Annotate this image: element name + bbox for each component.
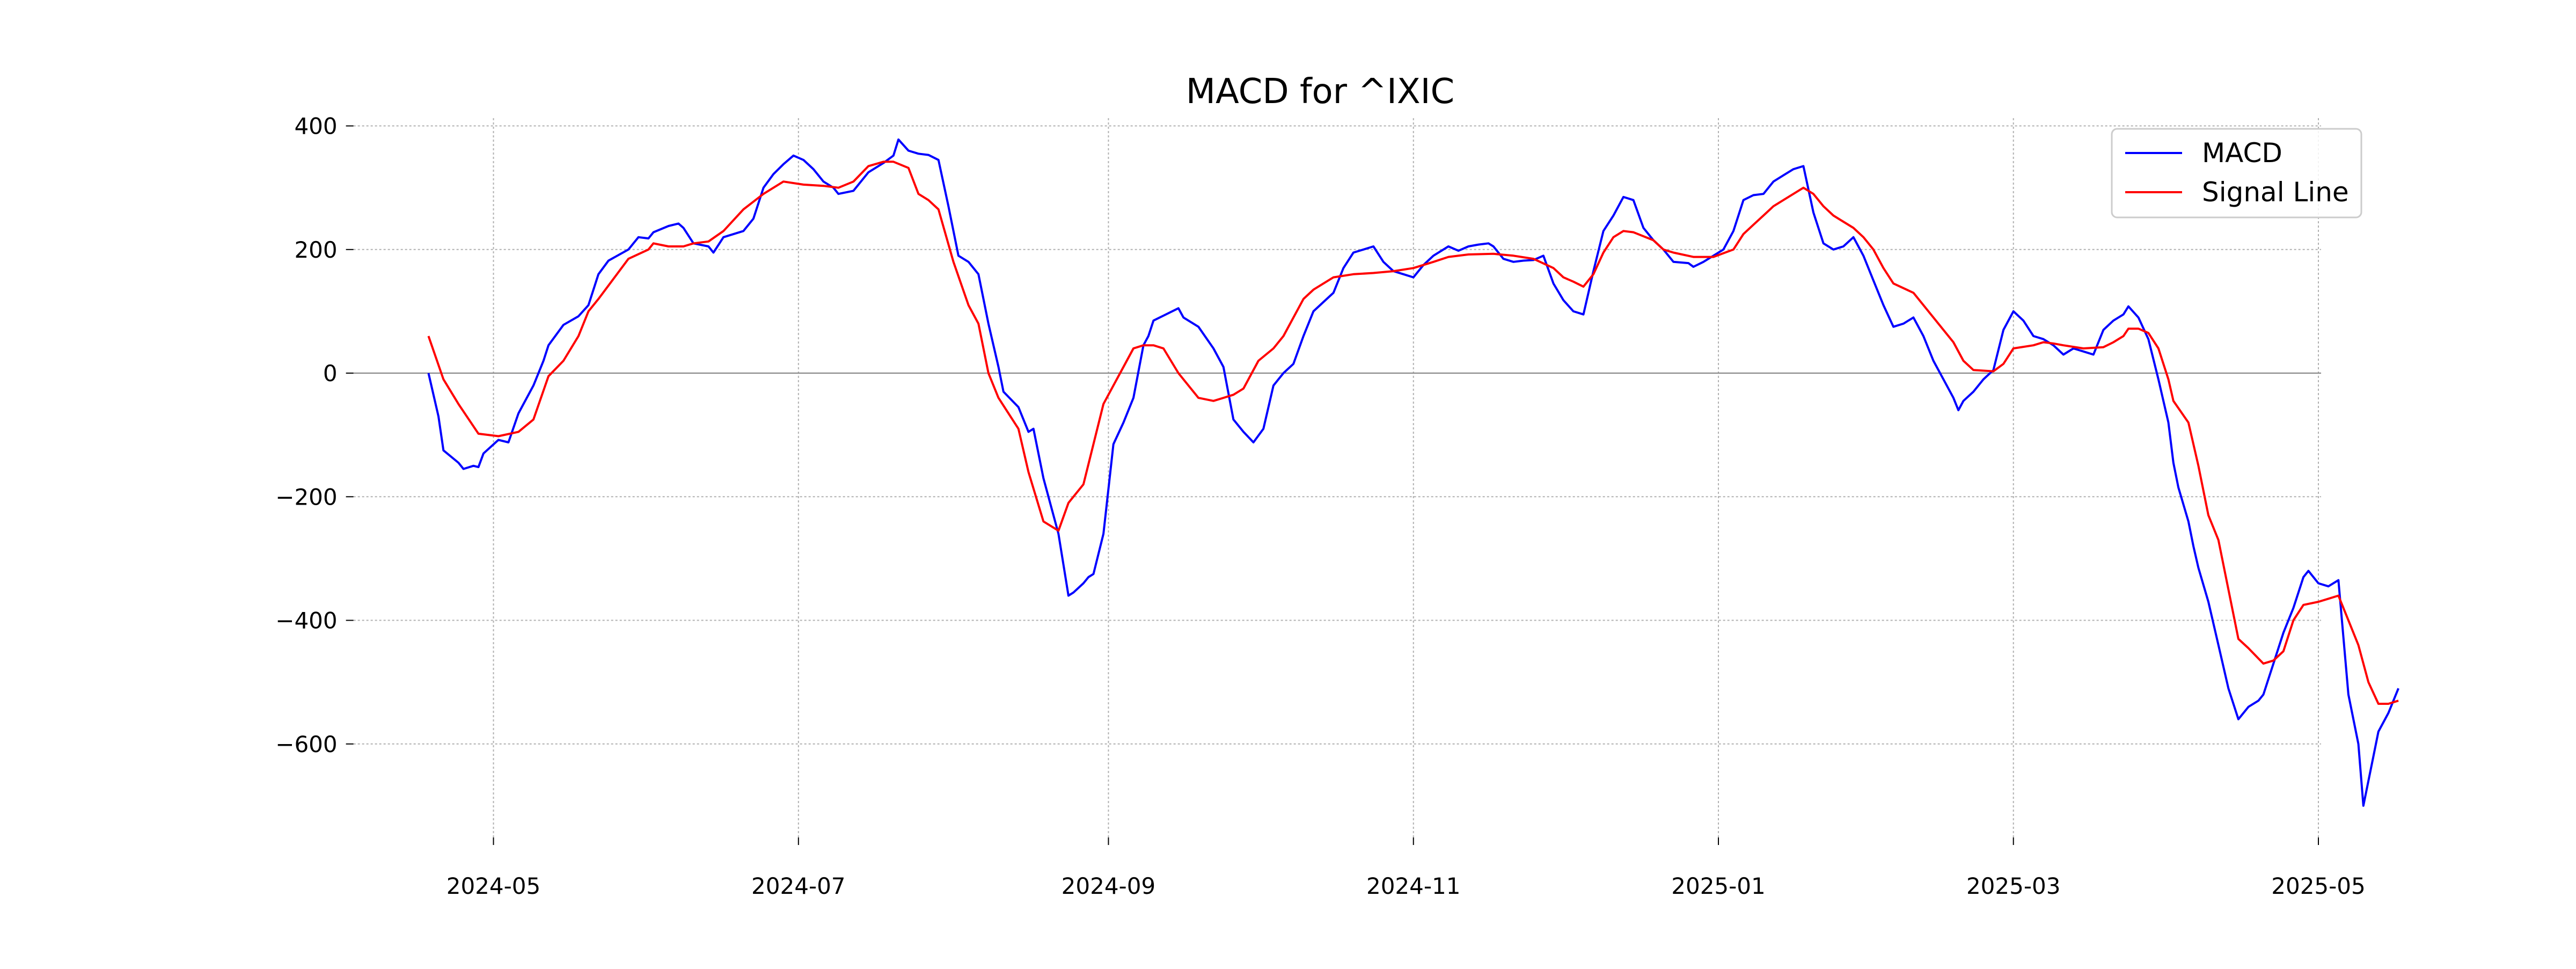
x-tick-label: 2024-09	[1062, 873, 1156, 899]
chart-title: MACD for ^IXIC	[1186, 72, 1454, 112]
x-tick-label: 2025-05	[2271, 873, 2366, 899]
y-tick-label: −600	[275, 731, 337, 757]
y-tick-label: 400	[294, 113, 337, 140]
legend-label-macd: MACD	[2202, 137, 2282, 169]
series-line-macd	[427, 138, 2399, 807]
series-layer	[427, 138, 2399, 807]
legend-box	[2111, 128, 2362, 218]
legend-label-signal-line: Signal Line	[2202, 177, 2349, 208]
y-tick-label: 0	[323, 360, 338, 387]
legend: MACD Signal Line	[2111, 128, 2362, 218]
y-tick-label: 200	[294, 237, 337, 263]
y-tick-label: −400	[275, 608, 337, 634]
series-line-signal-line	[427, 161, 2399, 705]
x-tick-label: 2024-07	[751, 873, 846, 899]
y-tick-label: −200	[275, 484, 337, 510]
grid-layer	[353, 118, 2321, 837]
x-tick-label: 2025-01	[1671, 873, 1766, 899]
x-tick-label: 2024-11	[1366, 873, 1461, 899]
x-tick-label: 2024-05	[447, 873, 541, 899]
axis-layer: 400 200 0 −200 −400 −600 2024-05 2024-07 2024-09…	[275, 113, 2365, 899]
x-tick-label: 2025-03	[1966, 873, 2061, 899]
